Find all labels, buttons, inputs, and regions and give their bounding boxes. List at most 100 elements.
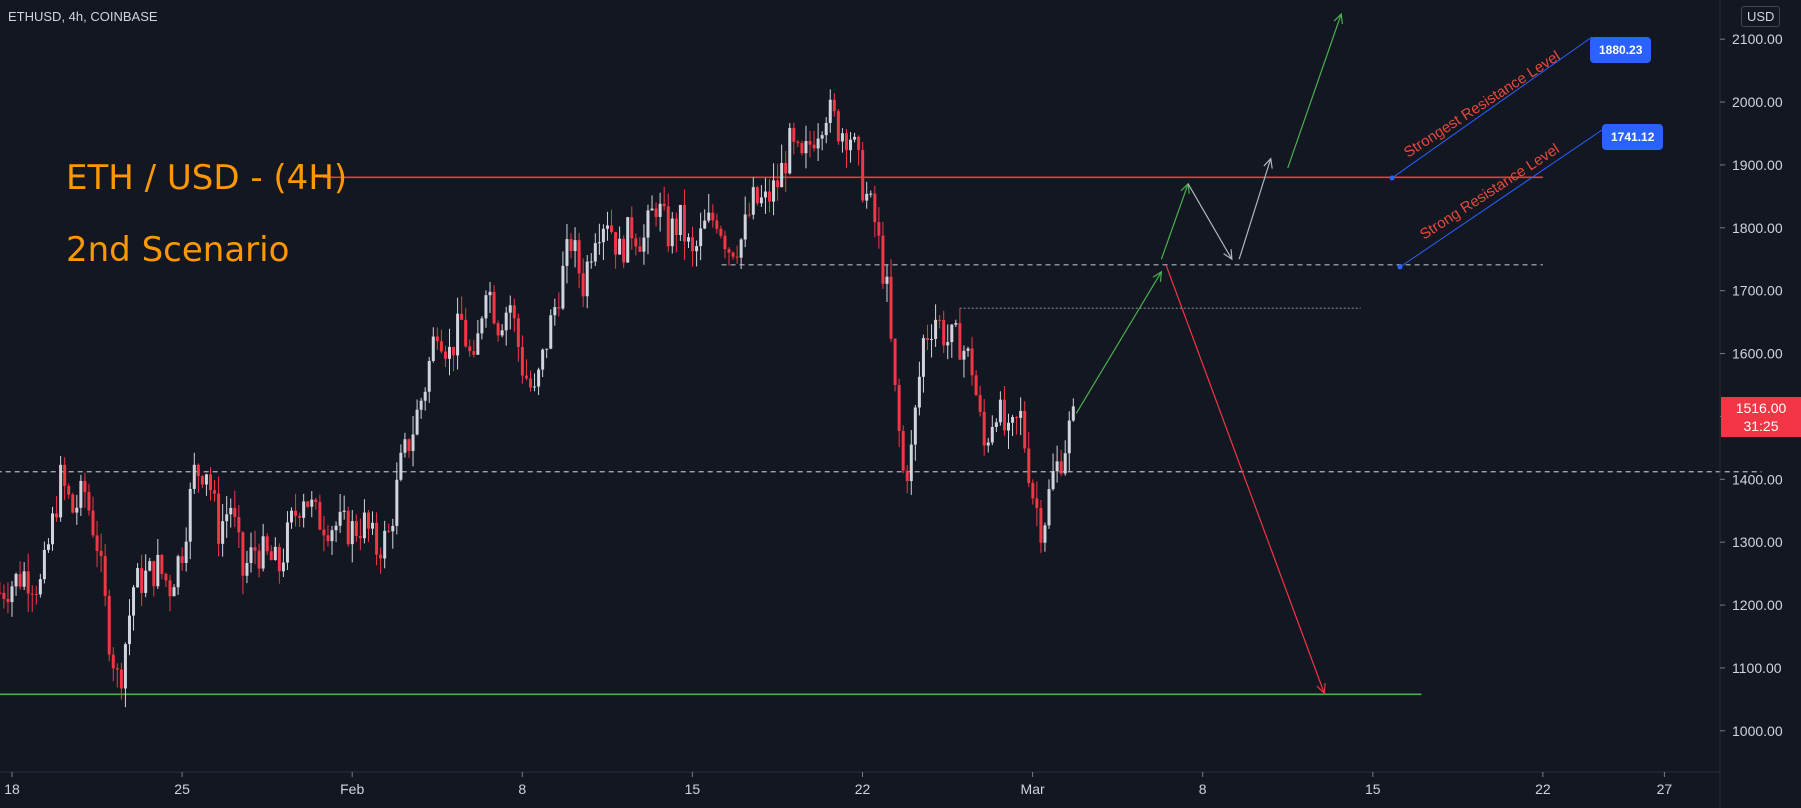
- x-tick-label: Feb: [340, 781, 364, 797]
- candle-body: [970, 348, 974, 376]
- candle-body: [411, 434, 415, 451]
- candle-body: [480, 318, 484, 334]
- candle-body: [998, 399, 1002, 423]
- candle-body: [67, 485, 71, 495]
- candle-body: [763, 191, 767, 198]
- candle-body: [986, 442, 990, 446]
- candle-body: [464, 319, 468, 347]
- y-tick-label: 1300.00: [1732, 534, 1783, 550]
- candle-body: [524, 375, 528, 379]
- candle-body: [670, 218, 674, 247]
- candle-body: [123, 644, 127, 689]
- candle-body: [747, 214, 751, 216]
- candle-body: [759, 197, 763, 204]
- y-tick-label: 2100.00: [1732, 31, 1783, 47]
- candle-body: [1063, 453, 1067, 474]
- candle-body: [938, 319, 942, 321]
- candle-body: [233, 507, 237, 517]
- x-tick-label: 15: [685, 781, 701, 797]
- candle-body: [407, 439, 411, 451]
- candle-body: [577, 240, 581, 274]
- x-tick-label: 15: [1365, 781, 1381, 797]
- candle-body: [901, 430, 905, 471]
- candle-body: [2, 592, 6, 599]
- candle-body: [1002, 399, 1006, 431]
- candle-body: [439, 341, 443, 352]
- callout-anchor-dot: [1389, 175, 1395, 181]
- candle-body: [966, 348, 970, 351]
- candle-body: [565, 239, 569, 266]
- candle-body: [942, 319, 946, 346]
- candle-body: [622, 238, 626, 263]
- scenario-arrow-line: [1187, 183, 1233, 260]
- candle-body: [516, 318, 520, 348]
- candle-body: [832, 99, 836, 112]
- candle-body: [954, 323, 958, 325]
- resistance-label: Strongest Resistance Level: [1401, 48, 1563, 162]
- scenario-arrow-line: [1287, 13, 1342, 169]
- candle-body: [127, 615, 131, 645]
- candle-body: [496, 323, 500, 336]
- candle-body: [34, 593, 38, 595]
- x-tick-label: 25: [174, 781, 190, 797]
- candle-body: [484, 295, 488, 319]
- resistance-label: Strong Resistance Level: [1417, 141, 1563, 244]
- candle-body: [192, 464, 196, 489]
- candle-body: [188, 488, 192, 542]
- candle-body: [788, 128, 792, 174]
- candle-body: [435, 336, 439, 342]
- candle-body: [650, 208, 654, 211]
- scenario-arrow-line: [1075, 271, 1162, 414]
- candle-body: [743, 214, 747, 240]
- candle-body: [1015, 417, 1019, 419]
- candle-body: [869, 193, 873, 195]
- x-tick-label: 22: [855, 781, 871, 797]
- candle-body: [95, 535, 99, 551]
- candle-body: [492, 291, 496, 324]
- candle-body: [362, 512, 366, 539]
- candle-body: [1019, 410, 1023, 418]
- currency-button[interactable]: USD: [1741, 6, 1781, 27]
- candle-body: [164, 573, 168, 581]
- candle-body: [695, 246, 699, 252]
- y-tick-label: 1800.00: [1732, 220, 1783, 236]
- candle-body: [751, 187, 755, 215]
- candle-body: [403, 439, 407, 453]
- candlestick-series: [0, 89, 1075, 708]
- candle-body: [828, 99, 832, 123]
- candle-body: [529, 378, 533, 388]
- candle-body: [1067, 420, 1071, 454]
- candle-body: [156, 554, 160, 587]
- candle-body: [59, 464, 63, 518]
- candle-body: [755, 187, 759, 204]
- candle-body: [889, 276, 893, 339]
- candle-body: [1039, 507, 1043, 543]
- y-tick-label: 2000.00: [1732, 94, 1783, 110]
- y-tick-label: 1400.00: [1732, 471, 1783, 487]
- candle-body: [83, 480, 87, 493]
- candle-body: [379, 554, 383, 559]
- candle-body: [605, 225, 609, 229]
- candle-body: [569, 239, 573, 252]
- candle-body: [10, 586, 14, 603]
- candle-body: [678, 204, 682, 236]
- candle-body: [646, 210, 650, 238]
- candle-body: [322, 529, 326, 536]
- candle-body: [148, 561, 152, 571]
- candle-body: [115, 668, 119, 670]
- candle-body: [281, 562, 285, 572]
- candle-body: [249, 547, 253, 564]
- candle-body: [42, 550, 46, 580]
- candle-body: [768, 191, 772, 202]
- candle-body: [699, 228, 703, 247]
- candle-body: [204, 474, 208, 485]
- candle-body: [103, 556, 107, 596]
- candle-body: [913, 407, 917, 445]
- candle-body: [387, 530, 391, 532]
- candle-body: [399, 452, 403, 480]
- candle-body: [468, 346, 472, 352]
- candle-body: [140, 568, 144, 593]
- candle-body: [290, 510, 294, 523]
